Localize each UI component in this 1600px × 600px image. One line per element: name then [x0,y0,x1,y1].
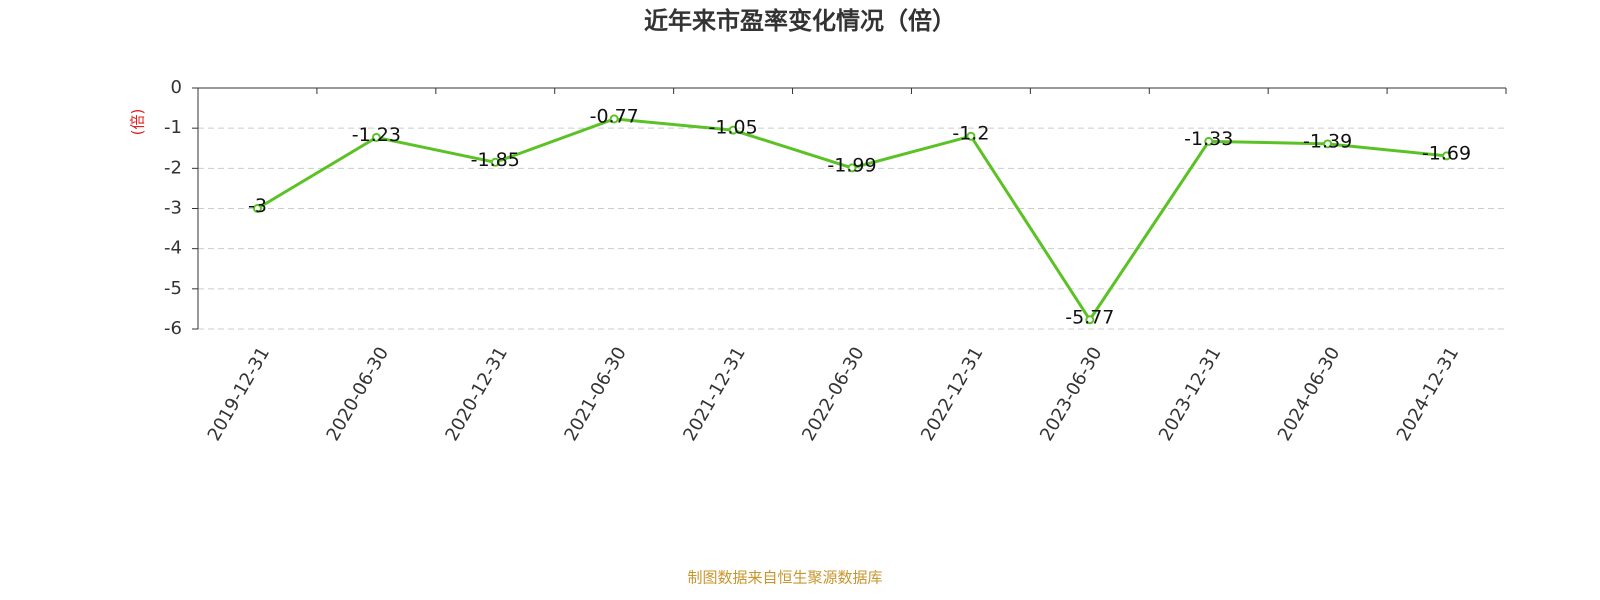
x-tick-label: 2022-06-30 [798,344,868,445]
data-label: -3 [248,195,267,217]
data-label: -1.33 [1184,128,1233,150]
y-tick-label: -2 [164,157,182,178]
x-tick-label: 2022-12-31 [917,344,987,445]
x-tick-label: 2023-06-30 [1036,344,1106,445]
data-point [609,114,619,124]
y-tick-label: -3 [164,198,182,219]
data-point [1323,139,1333,149]
data-point [490,157,500,167]
data-point [847,163,857,173]
data-label: -1.85 [471,149,520,171]
x-tick-label: 2023-12-31 [1155,344,1225,445]
x-tick-label: 2024-12-31 [1393,344,1463,445]
data-point [966,131,976,141]
x-tick-label: 2021-12-31 [679,344,749,445]
x-tick-label: 2021-06-30 [560,344,630,445]
y-tick-label: -6 [164,318,182,339]
data-label: -1.69 [1422,142,1471,164]
data-label: -5.77 [1065,306,1114,328]
data-point [1085,315,1095,325]
data-point [1204,136,1214,146]
y-tick-label: -4 [164,238,182,259]
data-point [728,125,738,135]
data-label: -1.99 [827,154,876,176]
data-label: -1.39 [1303,130,1352,152]
x-tick-label: 2019-12-31 [204,344,274,445]
data-point [1442,151,1452,161]
data-point [371,132,381,142]
x-tick-label: 2024-06-30 [1274,344,1344,445]
data-label: -1.05 [709,117,758,139]
line-series [256,117,1447,323]
data-label: -1.23 [352,124,401,146]
data-label: -0.77 [590,105,639,127]
y-axis-label: (倍) [129,109,147,136]
y-tick-label: 0 [171,77,182,98]
x-tick-label: 2020-12-31 [441,343,511,444]
chart-title: 近年来市盈率变化情况（倍） [644,7,956,35]
y-tick-label: -1 [164,117,182,138]
x-tick-label: 2020-06-30 [323,344,393,445]
y-tick-label: -5 [164,278,182,299]
source-note: 制图数据来自恒生聚源数据库 [687,569,882,587]
data-label: -1.2 [952,123,989,145]
data-point [252,204,262,213]
